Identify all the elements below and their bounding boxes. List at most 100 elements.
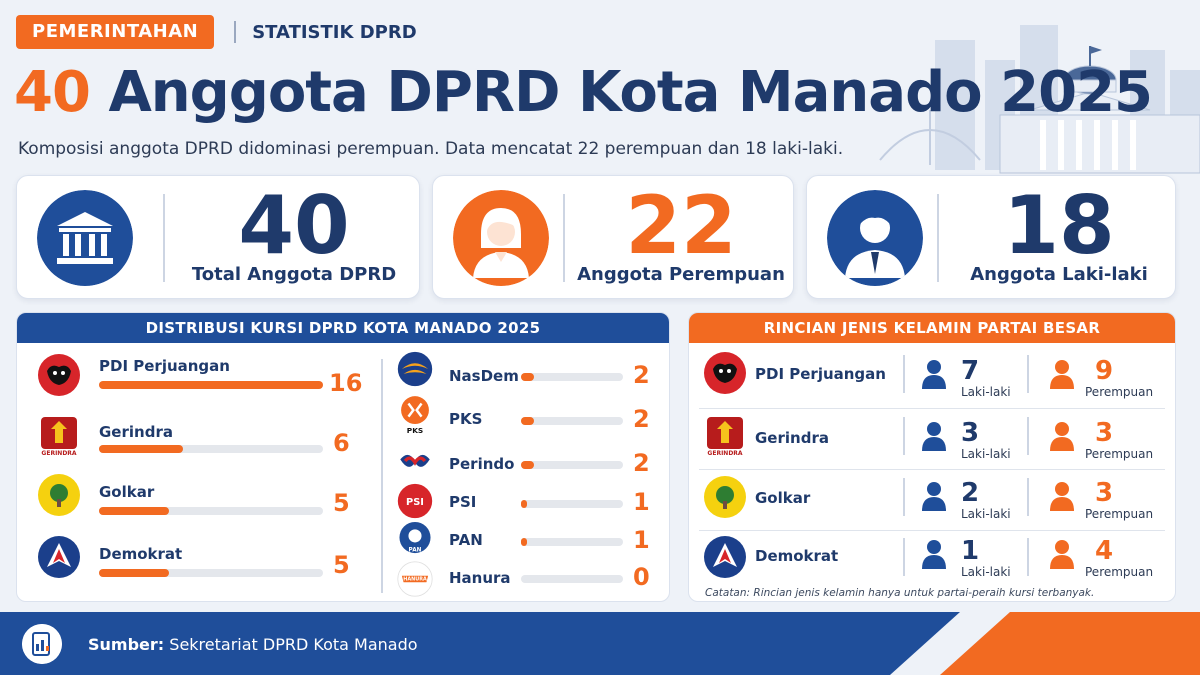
- male-label: Laki-laki: [961, 565, 1011, 579]
- svg-text:PAN: PAN: [409, 547, 422, 553]
- svg-text:PSI: PSI: [406, 497, 424, 508]
- column-divider: [903, 417, 905, 455]
- demokrat-logo-icon: [38, 536, 80, 578]
- seat-count: 2: [633, 449, 650, 477]
- female-person-icon: [1050, 360, 1074, 389]
- seat-bar-track: [521, 461, 623, 469]
- seat-bar: [521, 373, 534, 381]
- column-divider: [903, 355, 905, 393]
- seat-bar-track: [521, 373, 623, 381]
- stat-divider: [163, 194, 165, 282]
- party-name: Perindo: [449, 455, 515, 473]
- seat-bar-track: [99, 445, 323, 453]
- column-divider: [903, 478, 905, 516]
- party-name: Gerindra: [99, 423, 173, 441]
- seat-bar-track: [521, 575, 623, 583]
- man-icon: [827, 190, 923, 286]
- seat-count: 2: [633, 405, 650, 433]
- stat-value: 22: [625, 179, 737, 272]
- headline-text: Anggota DPRD Kota Manado 2025: [108, 60, 1153, 125]
- pdi-perjuangan-logo-icon: [38, 354, 80, 396]
- female-count: 3: [1095, 418, 1114, 448]
- party-name: PSI: [449, 493, 477, 511]
- stat-card-female: 22 Anggota Perempuan: [432, 175, 794, 299]
- golkar-logo-icon: [704, 476, 746, 518]
- svg-text:HANURA: HANURA: [403, 577, 427, 583]
- seat-bar-track: [99, 507, 323, 515]
- female-label: Perempuan: [1085, 447, 1154, 461]
- female-person-icon: [1050, 422, 1074, 451]
- male-person-icon: [922, 422, 946, 451]
- party-name: PKS: [449, 410, 483, 428]
- seat-count: 5: [333, 551, 350, 579]
- stat-divider: [937, 194, 939, 282]
- seat-distribution-panel: DISTRIBUSI KURSI DPRD KOTA MANADO 2025 G…: [16, 312, 670, 602]
- column-divider: [1027, 355, 1029, 393]
- stat-label: Total Anggota DPRD: [191, 264, 397, 285]
- row-divider: [699, 530, 1165, 531]
- pks-logo-icon: PKS: [401, 396, 429, 435]
- source-text: Sekretariat DPRD Kota Manado: [169, 635, 418, 654]
- seat-bar: [99, 569, 169, 577]
- header-tags: PEMERINTAHAN STATISTIK DPRD: [16, 14, 417, 50]
- male-label: Laki-laki: [961, 447, 1011, 461]
- nasdem-logo-icon: [397, 351, 433, 387]
- stat-value: 40: [238, 179, 350, 272]
- pdi-perjuangan-logo-icon: [704, 352, 746, 394]
- seat-bar-track: [521, 538, 623, 546]
- row-divider: [699, 408, 1165, 409]
- gender-breakdown-panel: RINCIAN JENIS KELAMIN PARTAI BESAR GERIN…: [688, 312, 1176, 602]
- seat-count: 1: [633, 526, 650, 554]
- gerindra-logo-icon: GERINDRA: [41, 417, 77, 457]
- stat-divider: [563, 194, 565, 282]
- female-label: Perempuan: [1085, 385, 1154, 399]
- seat-bar-track: [99, 569, 323, 577]
- column-divider: [381, 359, 383, 593]
- section-tag: STATISTIK DPRD: [252, 21, 417, 43]
- party-name: PDI Perjuangan: [755, 365, 886, 383]
- stat-card-male: 18 Anggota Laki-laki: [806, 175, 1176, 299]
- demokrat-logo-icon: [704, 536, 746, 578]
- source-credit: Sumber: Sekretariat DPRD Kota Manado: [88, 635, 418, 654]
- male-label: Laki-laki: [961, 385, 1011, 399]
- party-name: Golkar: [755, 489, 811, 507]
- party-name: Golkar: [99, 483, 155, 501]
- golkar-logo-icon: [38, 474, 80, 516]
- female-person-icon: [1050, 482, 1074, 511]
- female-label: Perempuan: [1085, 565, 1154, 579]
- psi-logo-icon: PSI: [397, 483, 433, 519]
- party-name: PDI Perjuangan: [99, 357, 230, 375]
- footer-bar: [0, 612, 1200, 675]
- headline-number: 40: [14, 60, 91, 125]
- svg-text:PKS: PKS: [407, 426, 423, 435]
- female-count: 3: [1095, 478, 1114, 508]
- seat-count: 5: [333, 489, 350, 517]
- seat-bar: [99, 507, 169, 515]
- svg-text:GERINDRA: GERINDRA: [707, 450, 742, 457]
- seat-bar-track: [521, 417, 623, 425]
- row-divider: [699, 469, 1165, 470]
- seat-distribution-title: DISTRIBUSI KURSI DPRD KOTA MANADO 2025: [17, 313, 669, 343]
- female-count: 9: [1095, 356, 1114, 386]
- gerindra-logo-icon: GERINDRA: [707, 417, 743, 457]
- party-name: Gerindra: [755, 429, 829, 447]
- document-chart-icon: [22, 624, 62, 664]
- column-divider: [1027, 417, 1029, 455]
- female-count: 4: [1095, 536, 1114, 566]
- seat-count: 0: [633, 563, 650, 591]
- party-name: Demokrat: [755, 547, 839, 565]
- svg-text:GERINDRA: GERINDRA: [41, 450, 76, 457]
- party-name: Hanura: [449, 569, 511, 587]
- stat-label: Anggota Laki-laki: [970, 264, 1148, 285]
- page-title: 40 Anggota DPRD Kota Manado 2025: [14, 60, 1153, 125]
- subtitle: Komposisi anggota DPRD didominasi peremp…: [18, 139, 844, 159]
- seat-bar: [521, 461, 534, 469]
- male-count: 7: [961, 356, 980, 386]
- seat-bar: [521, 538, 528, 546]
- seat-count: 16: [329, 369, 363, 397]
- seat-count: 6: [333, 429, 350, 457]
- male-person-icon: [922, 540, 946, 569]
- stat-card-total: 40 Total Anggota DPRD: [16, 175, 420, 299]
- column-divider: [903, 538, 905, 576]
- footnote: Catatan: Rincian jenis kelamin hanya unt…: [705, 587, 1095, 599]
